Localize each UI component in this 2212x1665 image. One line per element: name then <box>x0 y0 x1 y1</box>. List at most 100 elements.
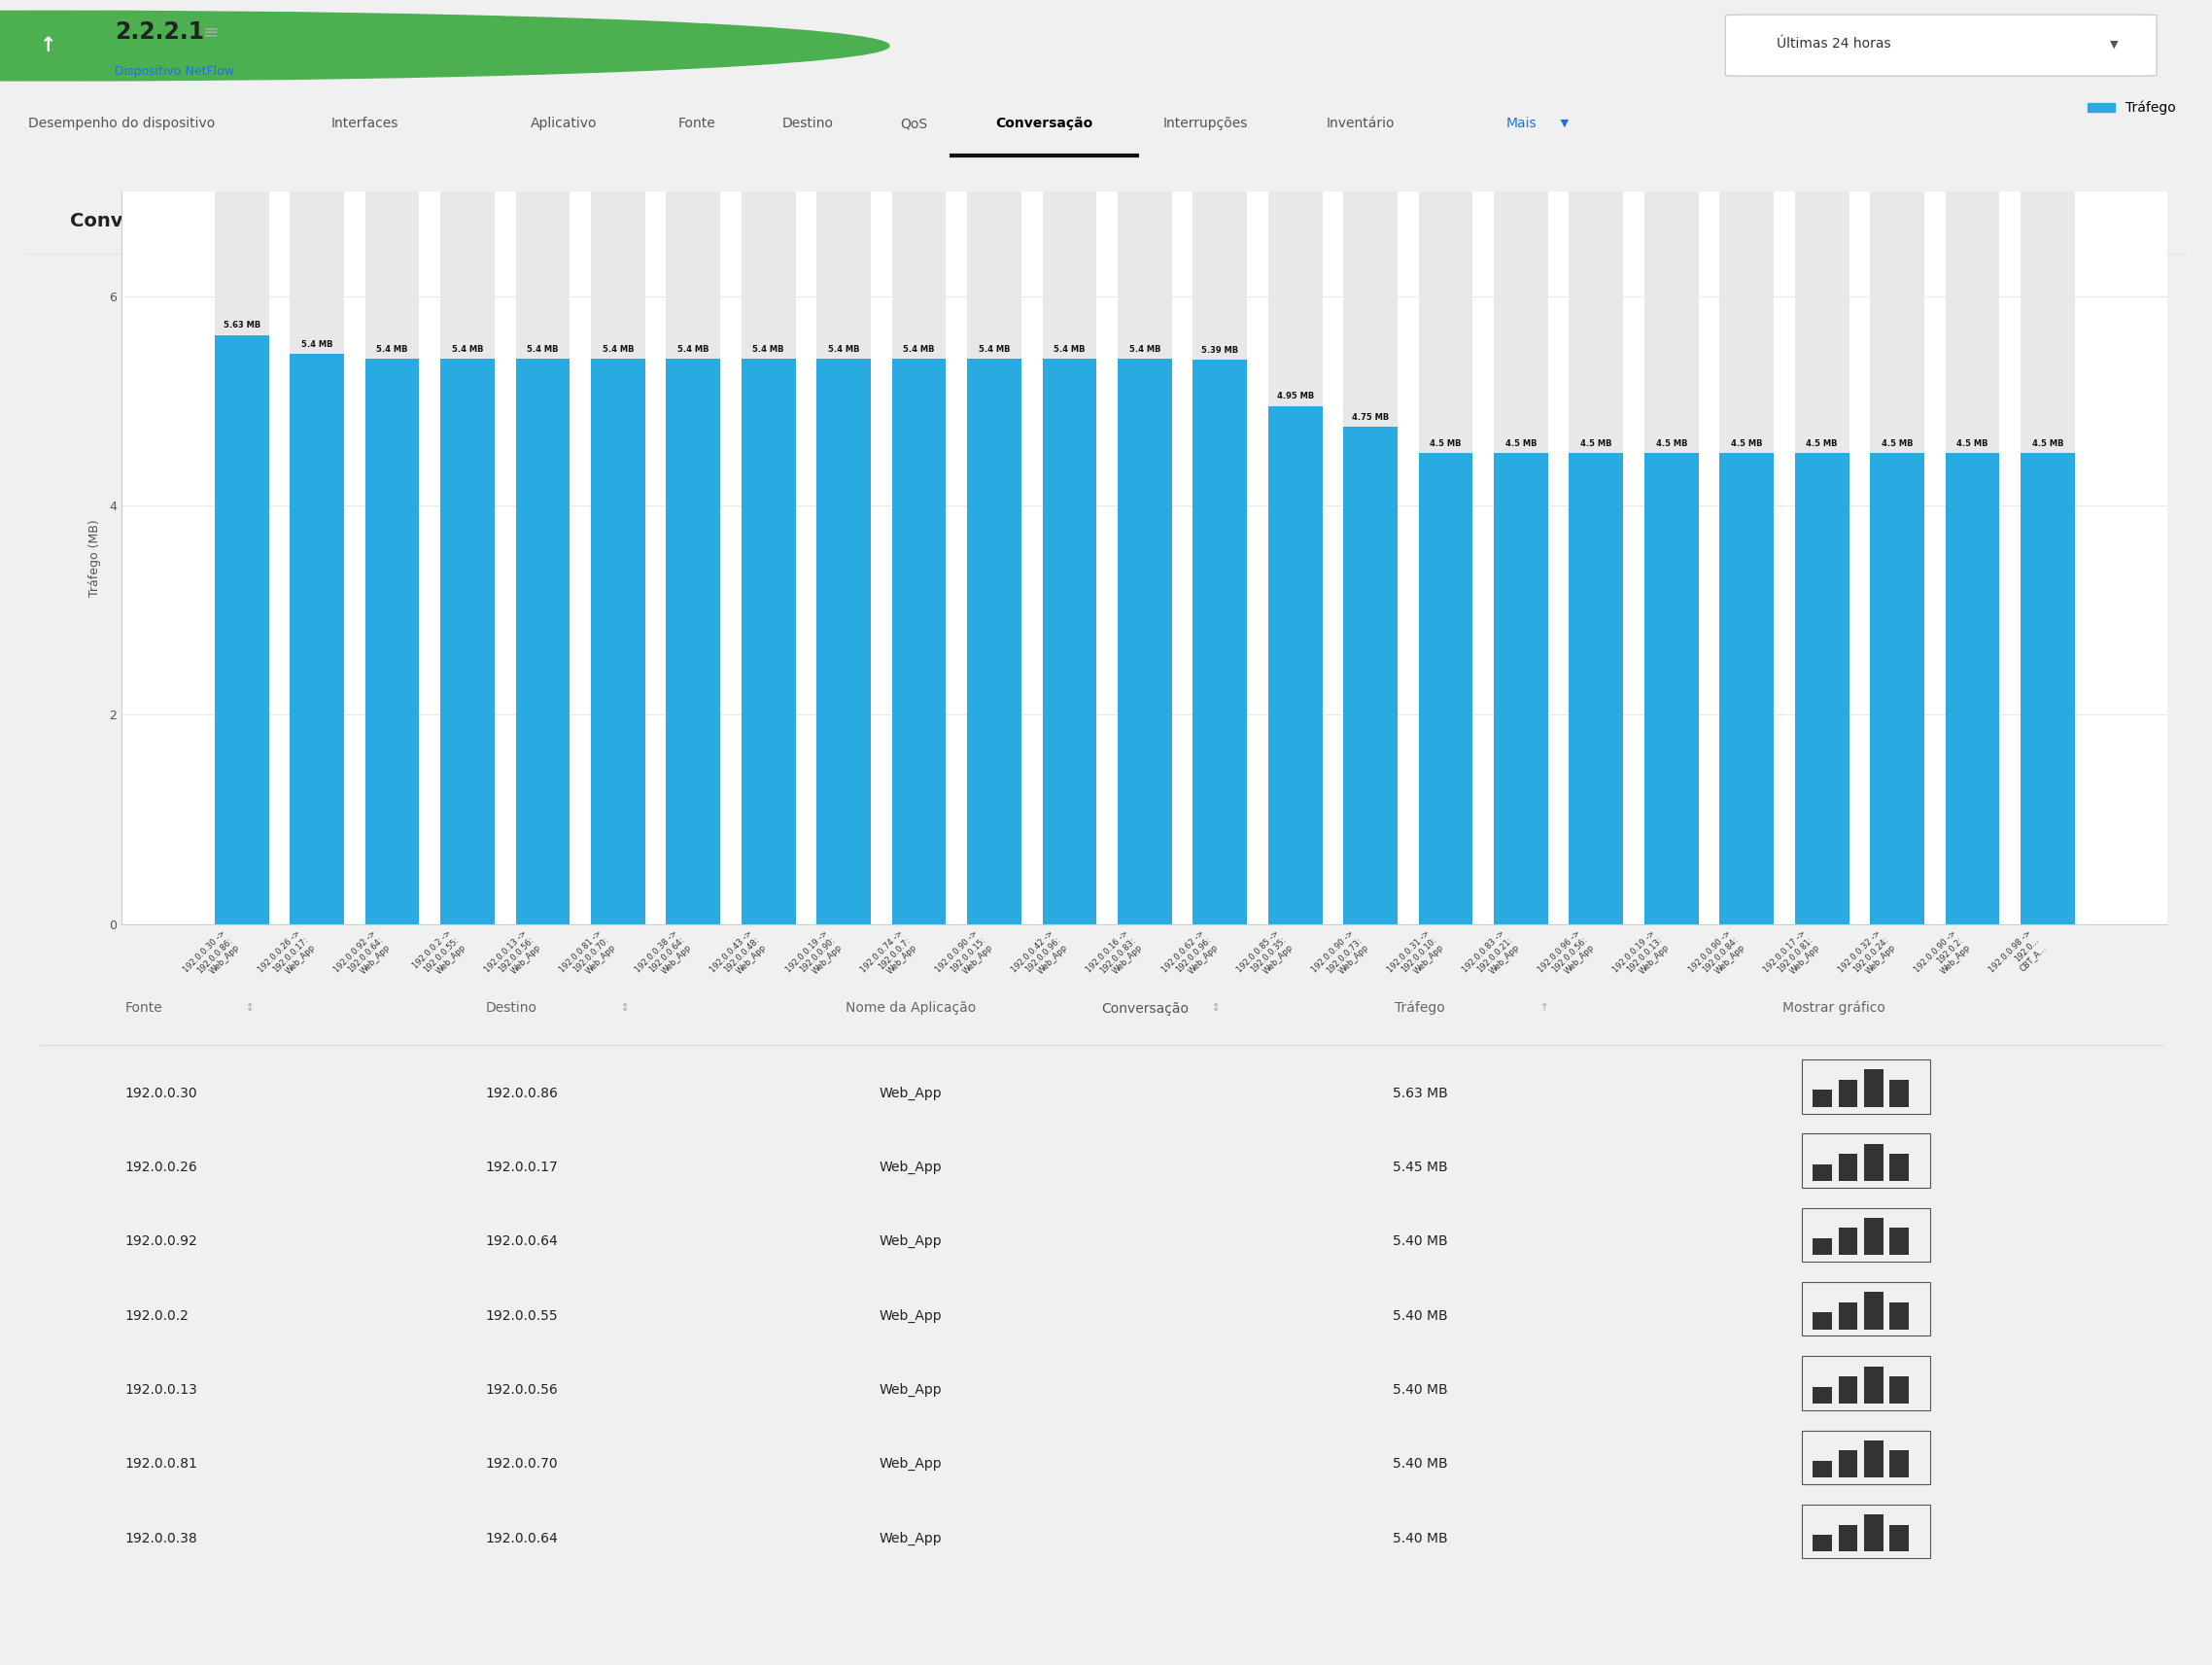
Legend: Tráfego: Tráfego <box>2081 95 2181 120</box>
Text: 192.0.0.70: 192.0.0.70 <box>487 1457 557 1470</box>
Text: 192.0.0.92: 192.0.0.92 <box>124 1235 197 1249</box>
Text: 192.0.0.13: 192.0.0.13 <box>124 1384 197 1397</box>
Bar <box>1042 360 1097 924</box>
Bar <box>1838 1229 1858 1255</box>
Bar <box>1343 426 1398 924</box>
Bar <box>1869 191 1924 924</box>
Bar <box>741 360 796 924</box>
Bar <box>215 335 270 924</box>
Text: Conversação: Conversação <box>995 117 1093 130</box>
Bar <box>1803 1505 1929 1558</box>
Text: 192.0.0.38: 192.0.0.38 <box>124 1532 197 1545</box>
Bar <box>1814 1312 1832 1329</box>
Text: ▼: ▼ <box>1557 118 1568 128</box>
Text: Aplicativo: Aplicativo <box>531 117 597 130</box>
Text: Web_App: Web_App <box>878 1384 942 1397</box>
Bar <box>1865 1144 1882 1180</box>
Bar <box>891 360 947 924</box>
Bar <box>2020 453 2075 924</box>
Text: 4.5 MB: 4.5 MB <box>1730 440 1763 448</box>
Bar <box>1814 1091 1832 1107</box>
Text: 192.0.0.30: 192.0.0.30 <box>124 1086 197 1101</box>
Text: 5.40 MB: 5.40 MB <box>1394 1532 1447 1545</box>
Text: 4.5 MB: 4.5 MB <box>1504 440 1537 448</box>
Bar <box>365 191 420 924</box>
Text: 4.5 MB: 4.5 MB <box>1579 440 1613 448</box>
Bar <box>816 360 872 924</box>
Bar <box>1865 1219 1882 1255</box>
Bar <box>1944 453 2000 924</box>
Bar <box>1192 191 1248 924</box>
Text: 5.4 MB: 5.4 MB <box>902 345 936 353</box>
Bar <box>1889 1229 1909 1255</box>
Bar <box>1343 191 1398 924</box>
Text: 5.40 MB: 5.40 MB <box>1394 1235 1447 1249</box>
Text: 192.0.0.64: 192.0.0.64 <box>487 1532 557 1545</box>
Text: Destino: Destino <box>487 1001 538 1014</box>
Text: ↕: ↕ <box>617 1002 630 1012</box>
Text: ↕: ↕ <box>1208 1002 1221 1012</box>
Bar <box>1838 1377 1858 1404</box>
Bar <box>1889 1377 1909 1404</box>
Bar <box>1493 191 1548 924</box>
Text: Conversação: Conversação <box>71 211 206 231</box>
Text: 5.40 MB: 5.40 MB <box>1394 1384 1447 1397</box>
Text: 5.4 MB: 5.4 MB <box>677 345 710 353</box>
Bar <box>290 353 345 924</box>
Bar <box>1719 453 1774 924</box>
Text: Destino: Destino <box>781 117 834 130</box>
Bar <box>1889 1154 1909 1180</box>
Text: 5.4 MB: 5.4 MB <box>301 340 332 348</box>
Text: 5.4 MB: 5.4 MB <box>752 345 785 353</box>
Bar <box>1869 453 1924 924</box>
Text: ▼: ▼ <box>2110 38 2119 48</box>
Text: 192.0.0.26: 192.0.0.26 <box>124 1161 197 1174</box>
Bar <box>1267 406 1323 924</box>
Bar <box>1418 191 1473 924</box>
Bar <box>1865 1292 1882 1329</box>
Bar <box>1889 1525 1909 1552</box>
Text: 4.5 MB: 4.5 MB <box>1429 440 1462 448</box>
Bar <box>1944 191 2000 924</box>
Text: 5.40 MB: 5.40 MB <box>1394 1309 1447 1322</box>
Text: Desempenho do dispositivo: Desempenho do dispositivo <box>29 117 215 130</box>
Text: QoS: QoS <box>900 117 927 130</box>
Bar <box>1803 1134 1929 1187</box>
Bar <box>1493 453 1548 924</box>
Bar <box>1794 453 1849 924</box>
Bar <box>1803 1357 1929 1410</box>
Bar <box>1865 1440 1882 1477</box>
Text: Web_App: Web_App <box>878 1161 942 1174</box>
Bar <box>1803 1282 1929 1335</box>
Bar <box>967 360 1022 924</box>
Bar <box>1838 1154 1858 1180</box>
Text: Web_App: Web_App <box>878 1532 942 1545</box>
Bar <box>1803 1430 1929 1484</box>
Text: 4.75 MB: 4.75 MB <box>1352 413 1389 421</box>
Bar <box>215 191 270 924</box>
Text: 5.4 MB: 5.4 MB <box>526 345 560 353</box>
Text: Fonte: Fonte <box>677 117 717 130</box>
Bar <box>741 191 796 924</box>
Text: Fonte: Fonte <box>124 1001 161 1014</box>
Bar <box>515 191 571 924</box>
Bar <box>1889 1302 1909 1329</box>
Bar <box>1838 1525 1858 1552</box>
Bar <box>1889 1079 1909 1107</box>
Y-axis label: Tráfego (MB): Tráfego (MB) <box>88 519 102 596</box>
Text: 4.5 MB: 4.5 MB <box>2033 440 2064 448</box>
Bar <box>891 191 947 924</box>
Bar <box>2020 191 2075 924</box>
Bar <box>290 191 345 924</box>
Text: 192.0.0.86: 192.0.0.86 <box>487 1086 557 1101</box>
Text: Interfaces: Interfaces <box>332 117 398 130</box>
Bar <box>1865 1367 1882 1404</box>
X-axis label: Conversação: Conversação <box>1102 1002 1188 1016</box>
Bar <box>1865 1515 1882 1552</box>
Text: 192.0.0.2: 192.0.0.2 <box>124 1309 188 1322</box>
Text: 4.5 MB: 4.5 MB <box>1882 440 1913 448</box>
Circle shape <box>0 12 889 80</box>
Text: ↕: ↕ <box>241 1002 254 1012</box>
Text: 5.63 MB: 5.63 MB <box>223 321 261 330</box>
Bar <box>1814 1387 1832 1404</box>
